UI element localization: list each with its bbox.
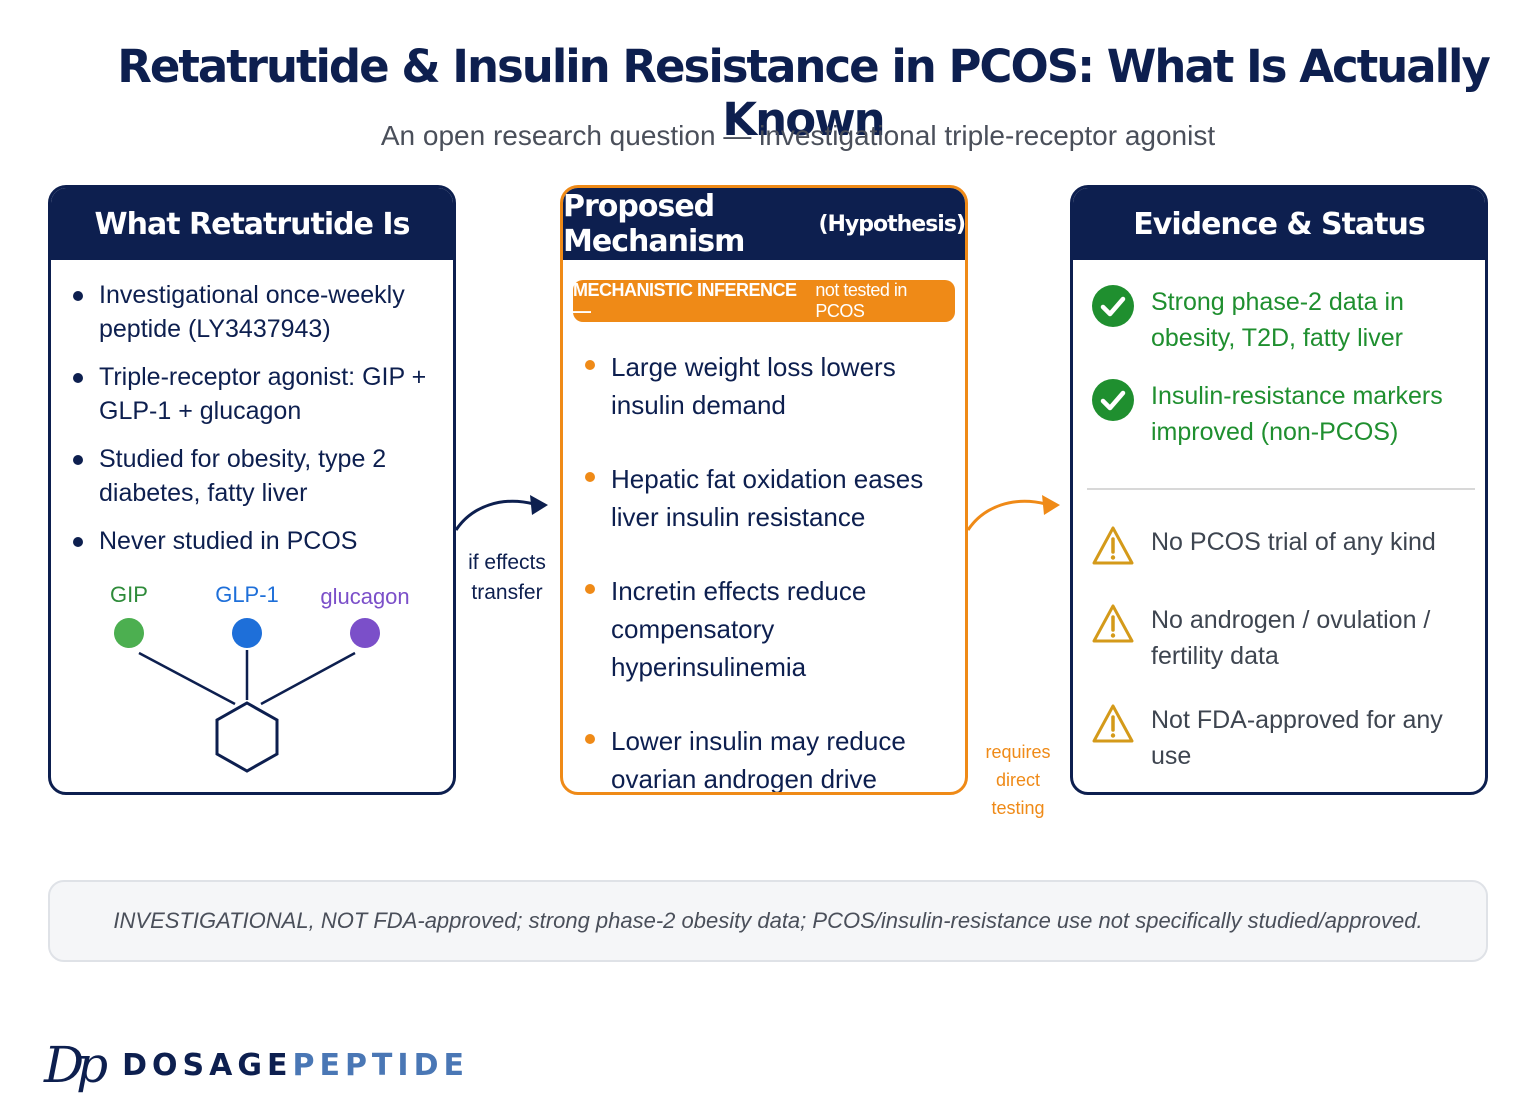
panel-right-title: Evidence & Status <box>1133 206 1425 242</box>
fact-item: Investigational once-weekly peptide (LY3… <box>73 278 435 346</box>
evidence-divider <box>1087 488 1475 490</box>
evidence-positive-text: Insulin-resistance markers improved (non… <box>1151 382 1443 446</box>
brand-name: DOSAGEPEPTIDE <box>122 1048 469 1083</box>
hexagon-molecule-icon <box>215 701 279 773</box>
badge-strong-text: MECHANISTIC INFERENCE — <box>573 280 797 321</box>
glucagon-receptor-dot <box>350 618 380 648</box>
disclaimer-text: INVESTIGATIONAL, NOT FDA-approved; stron… <box>113 908 1423 933</box>
mechanism-item: Hepatic fat oxidation eases liver insuli… <box>585 460 947 536</box>
connector-arrow-1 <box>454 495 548 531</box>
evidence-warning-item: Not FDA-approved for any use <box>1091 702 1485 774</box>
connector-1-path <box>454 499 535 531</box>
brand-name-part1: DOSAGE <box>122 1047 293 1083</box>
mechanistic-inference-badge: MECHANISTIC INFERENCE — not tested in PC… <box>573 280 955 322</box>
evidence-warning-text: Not FDA-approved for any use <box>1151 706 1443 770</box>
warning-triangle-icon <box>1092 526 1134 565</box>
glp1-receptor-dot <box>232 618 262 648</box>
fact-item: Never studied in PCOS <box>73 524 435 558</box>
panel-mid-title: Proposed Mechanism <box>563 189 745 259</box>
mechanism-list: Large weight loss lowers insulin demand … <box>563 322 965 792</box>
connector-2-label: requires direct testing <box>985 742 1051 818</box>
brand-mark-icon: Dp <box>44 1036 108 1094</box>
connector-2-path <box>966 499 1047 531</box>
mechanism-item: Incretin effects reduce compensatory hyp… <box>585 572 947 686</box>
mechanism-item: Large weight loss lowers insulin demand <box>585 348 947 424</box>
evidence-warning-text: No androgen / ovulation / fertility data <box>1151 606 1431 670</box>
panel-mid-title-suffix: (Hypothesis) <box>818 211 965 237</box>
panel-mid-header: Proposed Mechanism (Hypothesis) <box>563 188 965 260</box>
panel-proposed-mechanism: Proposed Mechanism (Hypothesis) MECHANIS… <box>560 185 968 795</box>
fact-item: Triple-receptor agonist: GIP + GLP-1 + g… <box>73 360 435 428</box>
brand-name-part2: PEPTIDE <box>292 1047 469 1083</box>
gip-bond-line <box>138 651 236 706</box>
page-subtitle: An open research question — investigatio… <box>380 120 1216 151</box>
evidence-warning-item: No PCOS trial of any kind <box>1091 524 1436 568</box>
check-circle-icon <box>1092 285 1134 327</box>
disclaimer-box: INVESTIGATIONAL, NOT FDA-approved; stron… <box>48 880 1488 962</box>
glucagon-bond-line <box>260 651 356 706</box>
fact-item: Studied for obesity, type 2 diabetes, fa… <box>73 442 435 510</box>
retatrutide-facts-list: Investigational once-weekly peptide (LY3… <box>51 260 453 558</box>
warning-triangle-icon <box>1092 704 1134 743</box>
panel-evidence-status: Evidence & Status Strong phase-2 data in… <box>1070 185 1488 795</box>
badge-light-text: not tested in PCOS <box>815 280 907 321</box>
connector-1-arrowhead <box>530 495 548 515</box>
check-circle-icon <box>1092 379 1134 421</box>
evidence-warning-text: No PCOS trial of any kind <box>1151 528 1436 556</box>
warning-triangle-icon <box>1092 604 1134 643</box>
connector-arrow-2 <box>966 495 1060 531</box>
evidence-positive-item: Insulin-resistance markers improved (non… <box>1091 378 1485 450</box>
panel-what-retatrutide-is: What Retatrutide Is Investigational once… <box>48 185 456 795</box>
connector-1-label: if effects transfer <box>468 551 546 604</box>
receptor-diagram: GIP GLP-1 glucagon <box>110 582 410 773</box>
mechanism-item: Lower insulin may reduce ovarian androge… <box>585 722 947 792</box>
panel-right-header: Evidence & Status <box>1073 188 1485 260</box>
receptor-label-glp1: GLP-1 <box>215 582 279 607</box>
receptor-label-gip: GIP <box>110 582 148 607</box>
page-title: Retatrutide & Insulin Resistance in PCOS… <box>117 40 1491 146</box>
evidence-positive-item: Strong phase-2 data in obesity, T2D, fat… <box>1091 284 1485 356</box>
gip-receptor-dot <box>114 618 144 648</box>
brand-logo: Dp DOSAGEPEPTIDE <box>44 1036 469 1094</box>
evidence-positive-text: Strong phase-2 data in obesity, T2D, fat… <box>1151 288 1404 352</box>
receptor-label-glucagon: glucagon <box>320 584 409 609</box>
evidence-warning-item: No androgen / ovulation / fertility data <box>1091 602 1451 674</box>
panel-left-title: What Retatrutide Is <box>94 206 411 242</box>
panel-left-header: What Retatrutide Is <box>51 188 453 260</box>
connector-2-arrowhead <box>1042 495 1060 515</box>
